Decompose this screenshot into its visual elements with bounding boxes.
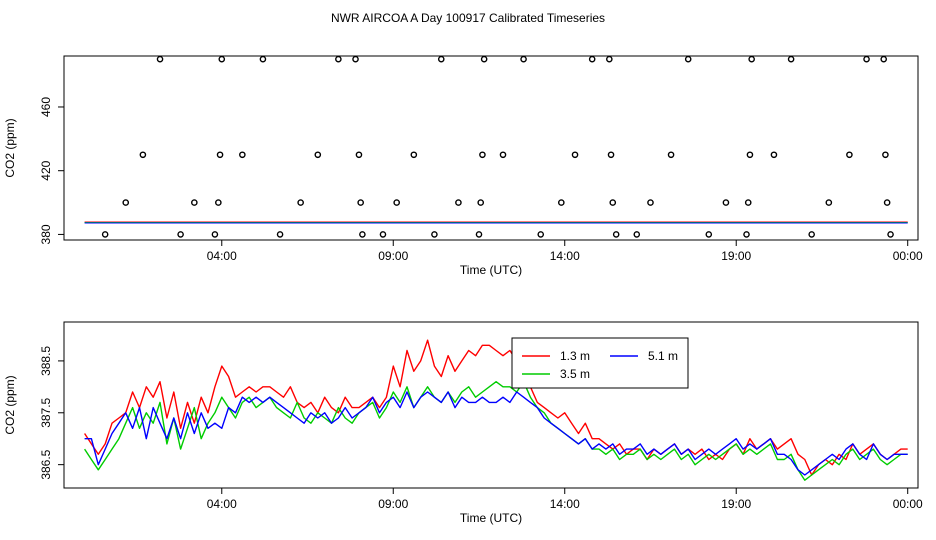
top-scatter-point [667,151,675,159]
top-scatter-point [684,55,692,63]
top-scatter-point [499,151,507,159]
top-scatter-point [239,151,246,159]
legend-label: 5.1 m [648,349,678,363]
figure-title: NWR AIRCOA A Day 100917 Calibrated Times… [331,11,605,25]
top-scatter-point [609,199,617,206]
top-scatter-point [297,199,304,206]
top-scatter-point [744,199,752,206]
top-scatter-point [211,231,219,238]
top-x-axis-label: Time (UTC) [460,263,522,277]
top-scatter-point [357,199,364,206]
top-scatter-point [177,231,184,238]
top-scatter-point [606,55,613,63]
top-scatter-point [863,55,870,63]
top-scatter-point [475,231,483,238]
top-scatter-point [480,55,488,63]
top-scatter-point [880,55,888,63]
top-scatter-point [359,231,366,238]
top-scatter-point [588,55,596,63]
bottom-y-axis-label: CO2 (ppm) [3,375,17,434]
bottom-x-tick-label: 19:00 [721,497,751,511]
top-scatter-point [825,199,833,206]
top-scatter-point [352,55,359,63]
top-y-tick-label: 420 [39,160,53,180]
bottom-y-tick-label: 386.5 [39,449,53,479]
top-scatter-point [355,151,363,159]
top-scatter-point [647,199,654,206]
top-scatter-point [431,231,438,238]
top-x-tick-label: 19:00 [721,249,751,263]
top-scatter-point [722,199,730,206]
bottom-plot-frame [63,321,919,489]
top-scatter-point [335,55,342,63]
top-scatter-point [218,55,226,63]
top-scatter-point [455,199,462,206]
top-scatter-point [156,55,164,63]
top-scatter-point [379,231,387,238]
top-scatter-point [216,151,224,159]
bottom-y-tick-label: 387.5 [39,397,53,427]
top-x-tick-label: 04:00 [207,249,237,263]
top-x-tick-label: 09:00 [378,249,408,263]
top-scatter-point [846,151,853,159]
top-scatter-point [410,151,418,159]
top-scatter-point [887,231,894,238]
top-y-axis-label: CO2 (ppm) [3,118,17,177]
top-y-tick-label: 460 [39,97,53,117]
top-plot-frame [63,55,919,241]
legend-label: 1.3 m [560,349,590,363]
top-scatter-point [122,199,130,206]
top-scatter-point [215,199,222,206]
top-scatter-point [770,151,778,159]
top-scatter-point [139,151,147,159]
top-scatter-point [787,55,795,63]
top-scatter-point [743,231,750,238]
top-scatter-point [558,199,565,206]
top-x-tick-label: 00:00 [893,249,923,263]
top-y-tick-label: 380 [39,224,53,244]
top-scatter-point [314,151,322,159]
top-scatter-point [571,151,579,159]
top-scatter-point [537,231,545,238]
top-scatter-point [477,199,485,206]
top-scatter-point [633,231,641,238]
top-scatter-point [259,55,267,63]
legend-box [511,337,689,389]
top-scatter-point [882,151,889,159]
top-scatter-point [479,151,486,159]
top-scatter-point [612,231,620,238]
bottom-x-tick-label: 00:00 [893,497,923,511]
top-scatter-point [748,55,755,63]
bottom-x-tick-label: 04:00 [207,497,237,511]
bottom-x-tick-label: 09:00 [378,497,408,511]
top-scatter-point [191,199,198,206]
top-scatter-point [705,231,713,238]
top-scatter-point [746,151,754,159]
top-scatter-point [393,199,400,206]
legend-label: 3.5 m [560,367,590,381]
top-scatter-point [276,231,284,238]
bottom-x-axis-label: Time (UTC) [460,511,522,525]
bottom-series-line [84,381,908,481]
top-scatter-point [883,199,891,206]
bottom-x-tick-label: 14:00 [550,497,580,511]
top-scatter-point [437,55,445,63]
top-scatter-point [607,151,615,159]
top-scatter-point [520,55,527,63]
bottom-y-tick-label: 388.5 [39,346,53,376]
top-x-tick-label: 14:00 [550,249,580,263]
top-scatter-point [808,231,815,238]
bottom-series-line [84,391,908,476]
top-scatter-point [101,231,109,238]
